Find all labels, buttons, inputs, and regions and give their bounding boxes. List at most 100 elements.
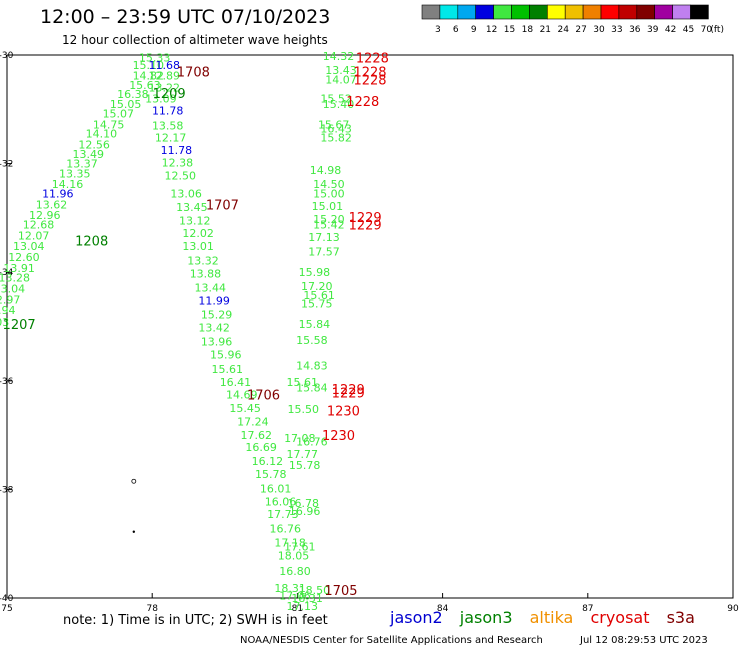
swh-value: 12.96 (29, 209, 61, 222)
swh-value: 12.17 (155, 132, 187, 145)
swh-value: 15.82 (320, 132, 352, 145)
colorbar-label: 42 (665, 25, 676, 35)
swh-value: 14.75 (93, 119, 125, 132)
pass-time-label: 1229 (332, 387, 365, 402)
legend-s3a: s3a (666, 608, 695, 627)
colorbar-svg: 3 6 9 12 15 18 21 24 27 30 33 36 39 42 45 70(ft) (421, 4, 724, 35)
colorbar-label: 15 (504, 25, 515, 35)
swh-value: 11.78 (152, 104, 184, 117)
swh-value: 15.58 (296, 334, 328, 347)
swh-value: 15.45 (229, 402, 261, 415)
colorbar-label: 27 (575, 25, 586, 35)
legend-jason2: jason2 (390, 608, 443, 627)
map-marker (131, 478, 137, 484)
swh-value: 13.04 (0, 282, 25, 295)
pass-time-label: 1705 (324, 584, 357, 599)
pass-time-label: 1209 (153, 87, 186, 102)
swh-value: 15.01 (312, 200, 344, 213)
swh-value: 17.13 (308, 231, 340, 244)
swh-value: 16.80 (279, 565, 311, 578)
swh-value: 13.09 (145, 92, 177, 105)
swh-value: 13.45 (176, 201, 208, 214)
swh-value: 13.04 (13, 240, 45, 253)
map-marker (132, 530, 136, 533)
swh-value: 12.97 (0, 293, 20, 306)
swh-value: 13.32 (187, 254, 219, 267)
colorbar-label: 33 (611, 25, 622, 35)
swh-value: 12.60 (8, 251, 40, 264)
swh-value: 15.96 (210, 349, 242, 362)
swh-value: 15.20 (313, 213, 345, 226)
swh-value: 12.50 (165, 170, 197, 183)
y-tick-label: -40 (0, 594, 14, 604)
y-tick-label: -32 (0, 160, 13, 170)
pass-time-label: 1708 (177, 65, 210, 80)
y-tick-label: -36 (0, 377, 14, 387)
pass-time-label: 1706 (247, 388, 280, 403)
pass-time-label: 1208 (75, 235, 108, 250)
swh-value: 15.52 (320, 92, 352, 105)
swh-value: 18.31 (291, 592, 323, 605)
swh-value: 11.78 (161, 144, 193, 157)
swh-value: 17.18 (274, 537, 306, 550)
pass-time-label: 1228 (346, 95, 379, 110)
swh-value: 16.76 (270, 522, 302, 535)
swh-value: 15.33 (139, 52, 171, 65)
swh-value: 18.31 (274, 582, 306, 595)
swh-value: 17.24 (237, 416, 269, 429)
swh-value: 12.02 (182, 227, 214, 240)
markers (131, 478, 137, 533)
swh-value: 15.05 (110, 98, 142, 111)
swh-value: 15.07 (103, 108, 135, 121)
swh-value: 15.00 (313, 187, 345, 200)
swh-value: 13.22 (149, 82, 181, 95)
data-points: 15.3315.1011.6814.8212.8915.6313.2216.38… (0, 50, 357, 613)
swh-value: 13.88 (190, 267, 222, 280)
x-tick-label: 81 (292, 604, 303, 614)
swh-value: 11.96 (42, 187, 74, 200)
swh-value: 13.44 (195, 281, 227, 294)
swh-value: 15.78 (255, 468, 287, 481)
swh-value: 15.75 (301, 298, 333, 311)
swh-value: 12.89 (149, 70, 181, 83)
footer-generated: Jul 12 08:29:53 UTC 2023 (580, 635, 708, 646)
swh-value: 13.28 (0, 272, 30, 285)
swh-value: 17.73 (267, 508, 299, 521)
swh-value: 13.01 (182, 240, 214, 253)
colorbar-unit: (ft) (710, 25, 724, 35)
swh-value: 16.96 (289, 505, 321, 518)
swh-value: 18.50 (299, 584, 331, 597)
x-tick-label: 84 (437, 604, 449, 614)
swh-value: 12.68 (23, 218, 55, 231)
swh-value: 13.06 (170, 187, 202, 200)
swh-value: 13.91 (3, 262, 35, 275)
legend-jason3: jason3 (459, 608, 513, 627)
pass-time-label: 1230 (322, 429, 355, 444)
x-tick-label: 87 (582, 604, 593, 614)
swh-value: 15.10 (133, 59, 165, 72)
plot-frame (6, 54, 734, 599)
swh-value: 17.08 (284, 432, 316, 445)
note-text: note: 1) Time is in UTC; 2) SWH is in fe… (63, 613, 328, 628)
legend-cryosat: cryosat (590, 608, 650, 627)
chart-subtitle: 12 hour collection of altimeter wave hei… (62, 33, 328, 47)
colorbar-label: 36 (629, 25, 641, 35)
swh-value: 16.12 (252, 455, 284, 468)
swh-value: 17.57 (308, 246, 340, 259)
pass-time-label: 1207 (3, 318, 36, 333)
colorbar-label: 70 (701, 25, 713, 35)
swh-value: 17.77 (286, 448, 318, 461)
swh-value: 17.61 (284, 540, 316, 553)
colorbar-label: 45 (683, 25, 694, 35)
swh-value: 12.07 (18, 229, 50, 242)
swh-value: 14.03 (0, 316, 9, 329)
swh-value: 14.82 (133, 70, 165, 83)
swh-value: 15.40 (323, 98, 355, 111)
swh-value: 14.69 (226, 388, 258, 401)
satellite-legend: jason2 jason3 altika cryosat s3a (390, 608, 707, 627)
pass-time-label: 1229 (349, 211, 382, 226)
swh-value: 15.67 (318, 119, 350, 132)
axis-ticks: 75 78 81 84 87 90 -30 -32 -34 -36 -38 -40 (0, 51, 739, 614)
pass-time-label: 1229 (332, 383, 365, 398)
swh-value: 17.62 (241, 429, 273, 442)
